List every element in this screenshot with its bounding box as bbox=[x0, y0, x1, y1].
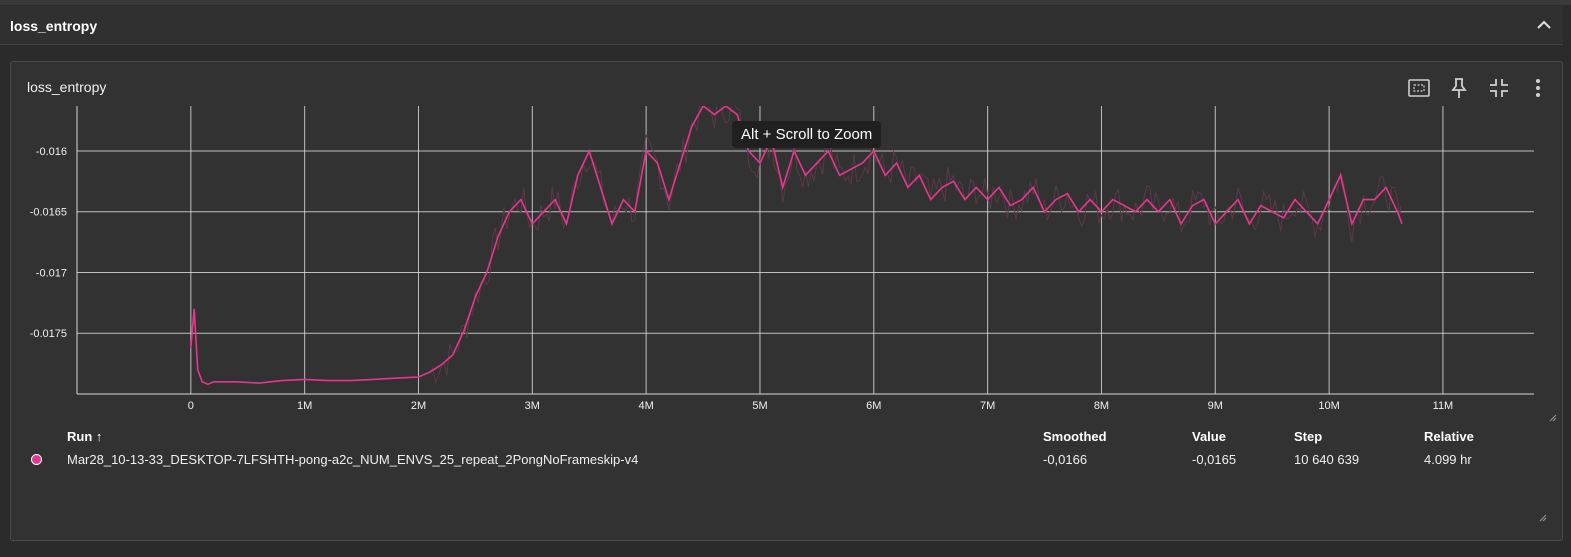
x-tick-label: 7M bbox=[980, 400, 995, 412]
x-tick-label: 2M bbox=[411, 400, 426, 412]
x-tick-label: 9M bbox=[1208, 400, 1223, 412]
chart-grid bbox=[76, 106, 1534, 395]
x-tick-label: 0 bbox=[188, 400, 194, 412]
fit-domain-icon[interactable] bbox=[1407, 76, 1431, 100]
top-divider bbox=[0, 0, 1571, 5]
x-tick-label: 1M bbox=[297, 400, 312, 412]
x-tick-label: 6M bbox=[866, 400, 881, 412]
smoothed-value: -0,0166 bbox=[1043, 452, 1088, 467]
section-title: loss_entropy bbox=[10, 18, 98, 34]
run-column-header[interactable]: Run ↑ bbox=[67, 429, 103, 444]
series-smoothed-line bbox=[190, 106, 1403, 386]
y-tick-label: -0.0175 bbox=[30, 328, 67, 340]
card-title: loss_entropy bbox=[27, 79, 107, 95]
x-axis: 0 1M 2M 3M 4M 5M 6M 7M 8M 9M 10M 11M bbox=[188, 400, 1453, 412]
y-tick-label: -0.016 bbox=[36, 146, 67, 158]
step-column-header: Step bbox=[1294, 429, 1323, 444]
zoom-tooltip: Alt + Scroll to Zoom bbox=[732, 121, 882, 148]
smoothed-column-header: Smoothed bbox=[1043, 429, 1107, 444]
x-tick-label: 11M bbox=[1433, 400, 1454, 412]
relative-time: 4.099 hr bbox=[1424, 452, 1472, 467]
y-axis: -0.0175 -0.017 -0.0165 -0.016 bbox=[30, 146, 67, 340]
y-tick-label: -0.0165 bbox=[30, 207, 67, 219]
resize-handle-icon[interactable] bbox=[1549, 414, 1557, 422]
current-value: -0,0165 bbox=[1192, 452, 1237, 467]
line-chart[interactable]: -0.0175 -0.017 -0.0165 -0.016 0 1M 2M 3M 4M 5M 6M… bbox=[11, 106, 1562, 428]
collapse-size-icon[interactable] bbox=[1487, 76, 1511, 100]
x-tick-label: 4M bbox=[639, 400, 654, 412]
pin-icon[interactable] bbox=[1447, 76, 1471, 100]
value-column-header: Value bbox=[1192, 429, 1226, 444]
x-tick-label: 5M bbox=[752, 400, 767, 412]
run-color-dot bbox=[31, 454, 42, 465]
x-tick-label: 10M bbox=[1318, 400, 1339, 412]
run-name: Mar28_10-13-33_DESKTOP-7LFSHTH-pong-a2c_… bbox=[67, 452, 639, 467]
relative-column-header: Relative bbox=[1424, 429, 1474, 444]
resize-handle-icon[interactable] bbox=[1539, 514, 1547, 522]
chevron-up-icon[interactable] bbox=[1533, 14, 1555, 36]
step-value: 10 640 639 bbox=[1294, 452, 1360, 467]
chart-card: loss_entropy -0.0175 -0.017 -0.0165 -0.016 … bbox=[10, 61, 1563, 541]
x-tick-label: 3M bbox=[525, 400, 540, 412]
y-tick-label: -0.017 bbox=[36, 267, 67, 279]
section-header[interactable]: loss_entropy bbox=[0, 6, 1563, 45]
x-tick-label: 8M bbox=[1094, 400, 1109, 412]
more-vert-icon[interactable] bbox=[1526, 76, 1550, 100]
